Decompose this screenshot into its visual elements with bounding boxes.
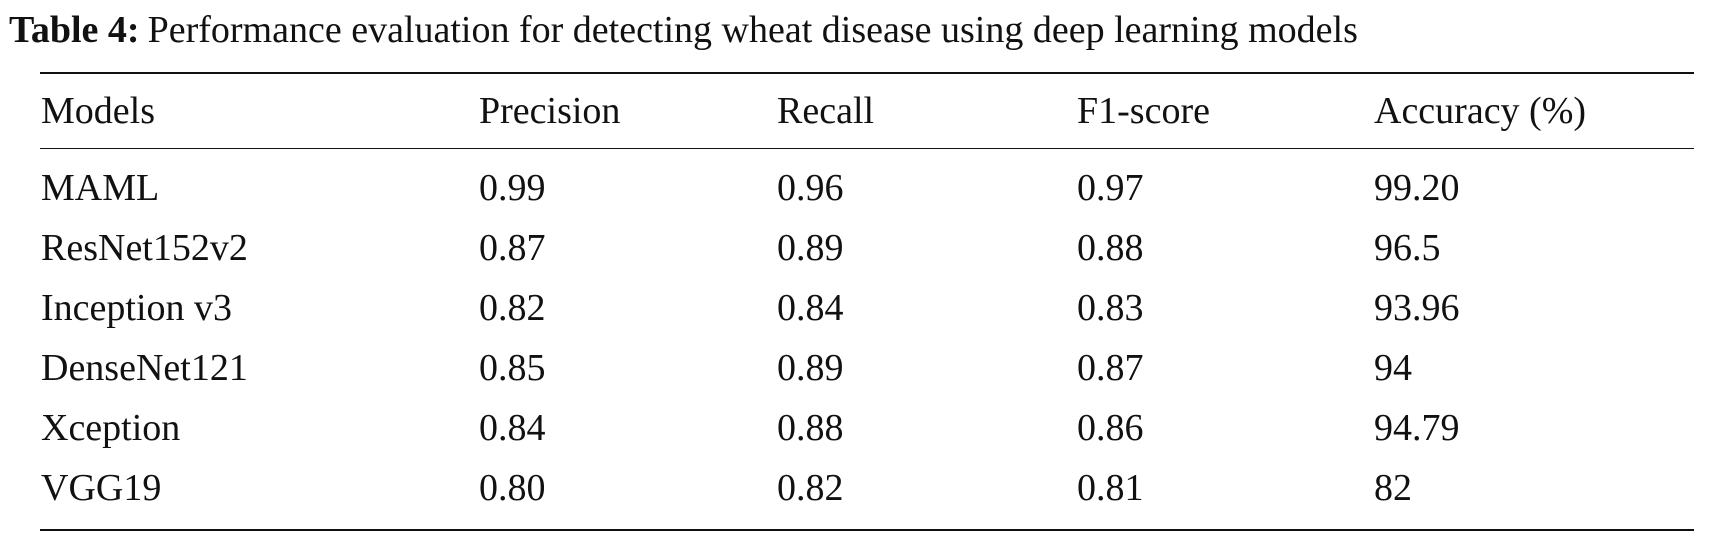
table-caption: Table 4: Performance evaluation for detec… <box>9 6 1709 54</box>
cell-f1-score: 0.88 <box>1077 227 1144 269</box>
cell-f1-score: 0.86 <box>1077 407 1144 449</box>
cell-model: DenseNet121 <box>41 347 248 389</box>
table-bottom-rule <box>40 529 1694 531</box>
table-row: VGG19 0.80 0.82 0.81 82 <box>0 461 1717 515</box>
cell-precision: 0.80 <box>479 467 546 509</box>
cell-model: Xception <box>41 407 181 449</box>
cell-accuracy: 99.20 <box>1374 167 1460 209</box>
cell-accuracy: 94 <box>1374 347 1412 389</box>
header-precision: Precision <box>479 90 621 132</box>
header-recall: Recall <box>777 90 875 132</box>
cell-precision: 0.84 <box>479 407 546 449</box>
cell-f1-score: 0.97 <box>1077 167 1144 209</box>
cell-accuracy: 93.96 <box>1374 287 1460 329</box>
table-header-row: Models Precision Recall F1-score Accurac… <box>0 84 1717 138</box>
cell-precision: 0.82 <box>479 287 546 329</box>
table-caption-text: Performance evaluation for detecting whe… <box>147 9 1358 51</box>
table-top-rule <box>40 72 1694 74</box>
cell-f1-score: 0.87 <box>1077 347 1144 389</box>
table-caption-label: Table 4: <box>9 9 140 51</box>
cell-model: ResNet152v2 <box>41 227 248 269</box>
table-row: ResNet152v2 0.87 0.89 0.88 96.5 <box>0 221 1717 275</box>
header-accuracy: Accuracy (%) <box>1374 90 1587 132</box>
cell-model: Inception v3 <box>41 287 233 329</box>
header-models: Models <box>41 90 155 132</box>
cell-model: VGG19 <box>41 467 162 509</box>
table-row: Inception v3 0.82 0.84 0.83 93.96 <box>0 281 1717 335</box>
cell-recall: 0.89 <box>777 347 844 389</box>
table-header-rule <box>40 148 1694 149</box>
cell-recall: 0.82 <box>777 467 844 509</box>
cell-recall: 0.89 <box>777 227 844 269</box>
header-f1-score: F1-score <box>1077 90 1210 132</box>
cell-model: MAML <box>41 167 160 209</box>
cell-accuracy: 82 <box>1374 467 1412 509</box>
cell-accuracy: 96.5 <box>1374 227 1441 269</box>
cell-f1-score: 0.81 <box>1077 467 1144 509</box>
cell-recall: 0.84 <box>777 287 844 329</box>
cell-precision: 0.87 <box>479 227 546 269</box>
cell-recall: 0.96 <box>777 167 844 209</box>
table-row: Xception 0.84 0.88 0.86 94.79 <box>0 401 1717 455</box>
cell-accuracy: 94.79 <box>1374 407 1460 449</box>
cell-f1-score: 0.83 <box>1077 287 1144 329</box>
table-row: MAML 0.99 0.96 0.97 99.20 <box>0 161 1717 215</box>
cell-precision: 0.99 <box>479 167 546 209</box>
cell-precision: 0.85 <box>479 347 546 389</box>
cell-recall: 0.88 <box>777 407 844 449</box>
table-row: DenseNet121 0.85 0.89 0.87 94 <box>0 341 1717 395</box>
